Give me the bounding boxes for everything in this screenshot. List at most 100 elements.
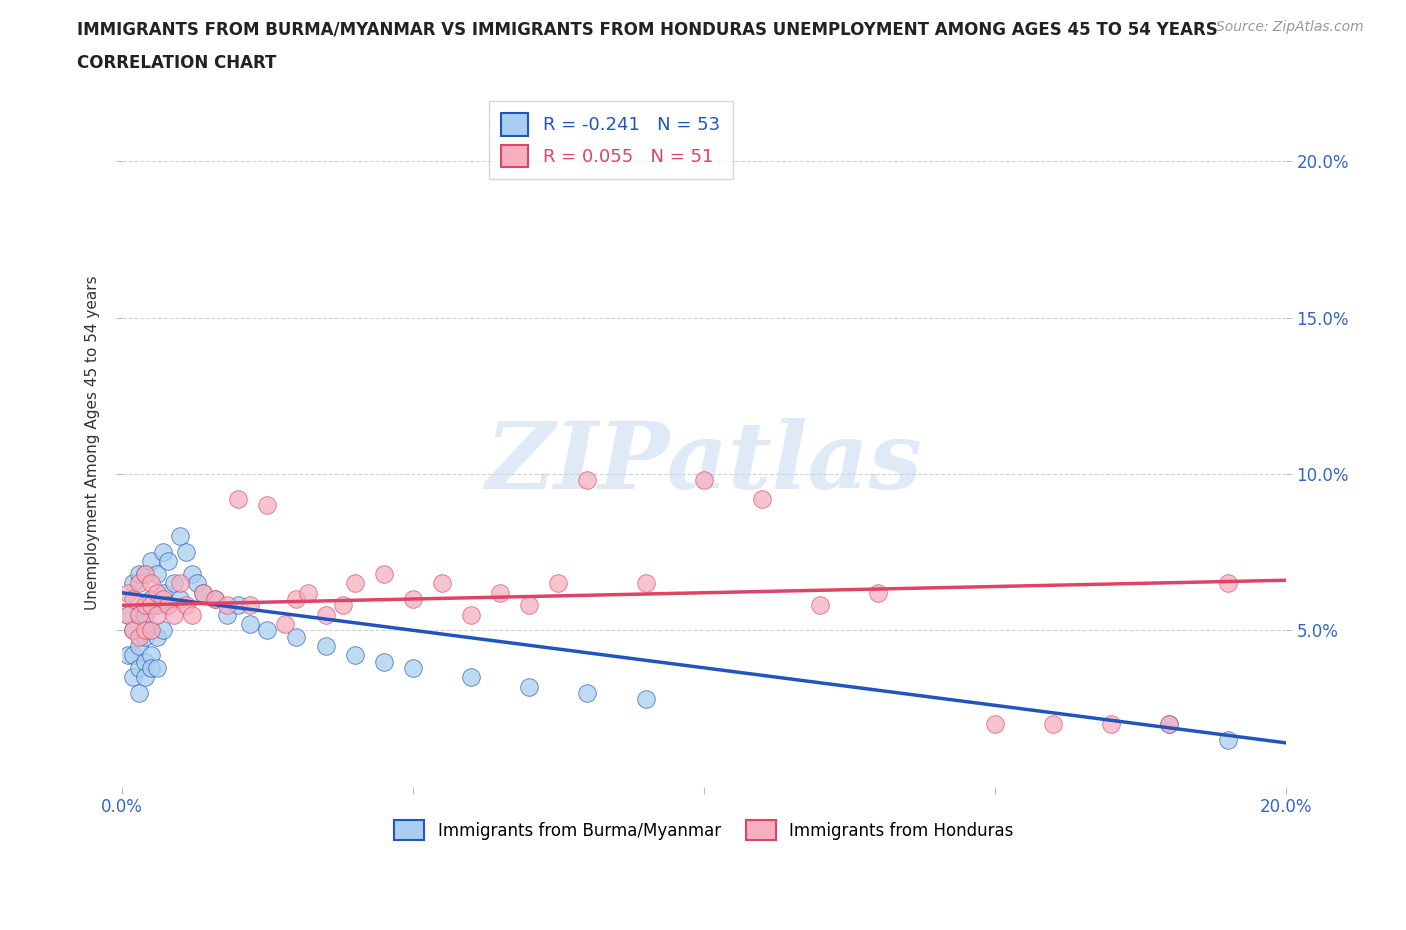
Point [169,591,191,606]
Point [128,566,150,581]
Point [145,607,167,622]
Point [226,598,249,613]
Point [174,598,197,613]
Point [215,598,238,613]
Point [1159,717,1181,732]
Point [134,670,156,684]
Point [402,660,425,675]
Point [163,576,186,591]
Point [117,585,139,600]
Point [373,566,395,581]
Point [1042,717,1064,732]
Point [122,576,145,591]
Point [808,598,831,613]
Point [517,679,540,694]
Point [1099,717,1122,732]
Point [489,585,512,600]
Point [274,617,297,631]
Point [122,623,145,638]
Point [122,670,145,684]
Point [430,576,453,591]
Point [134,566,156,581]
Point [134,623,156,638]
Point [122,648,145,663]
Point [517,598,540,613]
Point [1216,732,1239,747]
Point [145,566,167,581]
Point [128,685,150,700]
Point [256,623,278,638]
Point [145,660,167,675]
Point [128,607,150,622]
Y-axis label: Unemployment Among Ages 45 to 54 years: Unemployment Among Ages 45 to 54 years [86,275,100,610]
Point [186,576,208,591]
Point [139,591,162,606]
Point [634,576,657,591]
Point [256,498,278,512]
Point [634,692,657,707]
Point [576,685,599,700]
Point [157,598,180,613]
Point [117,607,139,622]
Legend: Immigrants from Burma/Myanmar, Immigrants from Honduras: Immigrants from Burma/Myanmar, Immigrant… [388,814,1021,847]
Point [226,492,249,507]
Point [343,648,366,663]
Point [139,576,162,591]
Point [128,607,150,622]
Point [134,566,156,581]
Text: Source: ZipAtlas.com: Source: ZipAtlas.com [1216,20,1364,34]
Point [332,598,354,613]
Point [174,545,197,560]
Point [134,607,156,622]
Point [239,598,262,613]
Point [139,648,162,663]
Point [122,591,145,606]
Point [215,607,238,622]
Text: ZIPatlas: ZIPatlas [485,418,922,509]
Point [460,670,482,684]
Point [193,585,215,600]
Point [139,623,162,638]
Text: IMMIGRANTS FROM BURMA/MYANMAR VS IMMIGRANTS FROM HONDURAS UNEMPLOYMENT AMONG AGE: IMMIGRANTS FROM BURMA/MYANMAR VS IMMIGRA… [77,20,1218,38]
Point [128,660,150,675]
Point [547,576,569,591]
Point [128,629,150,644]
Point [204,591,226,606]
Point [297,585,319,600]
Point [139,660,162,675]
Point [693,472,716,487]
Point [868,585,890,600]
Point [128,639,150,654]
Point [169,576,191,591]
Point [180,566,202,581]
Point [134,654,156,669]
Point [139,554,162,569]
Point [315,639,337,654]
Point [145,585,167,600]
Point [145,629,167,644]
Point [460,607,482,622]
Point [152,585,174,600]
Point [402,591,425,606]
Text: CORRELATION CHART: CORRELATION CHART [77,54,277,72]
Point [343,576,366,591]
Point [128,576,150,591]
Point [157,554,180,569]
Point [139,623,162,638]
Point [285,629,308,644]
Point [134,629,156,644]
Point [152,591,174,606]
Point [1159,717,1181,732]
Point [163,607,186,622]
Point [117,648,139,663]
Point [204,591,226,606]
Point [751,492,773,507]
Point [152,623,174,638]
Point [122,623,145,638]
Point [285,591,308,606]
Point [180,607,202,622]
Point [139,598,162,613]
Point [152,545,174,560]
Point [984,717,1007,732]
Point [576,472,599,487]
